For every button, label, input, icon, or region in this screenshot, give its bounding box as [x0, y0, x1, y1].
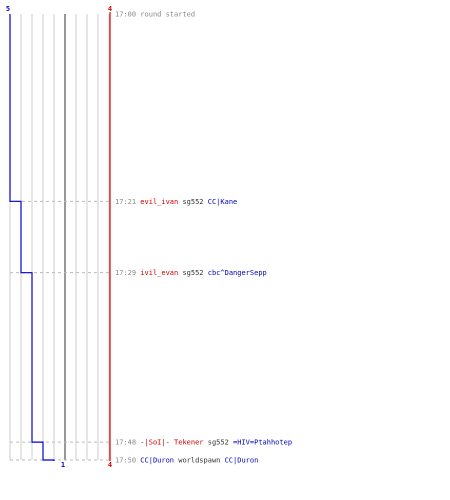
red-end-score: 4	[108, 461, 112, 469]
event-log: 17:00 round started 17:21 evil_ivan sg552…	[115, 11, 292, 465]
event-row: 17:29 ivil_evan sg552 cbc^DangerSepp	[115, 269, 267, 277]
event-segment-neutral: sg552	[178, 269, 208, 277]
event-segment-blue: CC|Duron	[225, 457, 259, 465]
blue-start-score: 5	[6, 5, 10, 13]
event-row: 17:50 CC|Duron worldspawn CC|Duron	[115, 457, 258, 465]
event-time: 17:00	[115, 11, 140, 19]
event-row: 17:48 -|SoI|- Tekener sg552 =HIV=Ptahhot…	[115, 439, 292, 447]
event-segment-blue: CC|Kane	[208, 198, 238, 206]
event-time: 17:29	[115, 269, 140, 277]
event-segment-red: -|SoI|- Tekener	[140, 439, 203, 447]
score-labels: 5 4 1 4	[6, 5, 112, 469]
event-segment-blue: =HIV=Ptahhotep	[233, 439, 292, 447]
blue-score-step	[9, 14, 55, 461]
event-segment-blue: CC|Duron	[140, 457, 174, 465]
event-time: 17:21	[115, 198, 140, 206]
chart-grid	[9, 14, 110, 460]
red-start-score: 4	[108, 5, 112, 13]
event-row: 17:21 evil_ivan sg552 CC|Kane	[115, 198, 237, 206]
event-segment-red: ivil_evan	[140, 269, 178, 277]
event-row: 17:00 round started	[115, 11, 195, 19]
event-time: 17:48	[115, 439, 140, 447]
event-segment-red: evil_ivan	[140, 198, 178, 206]
event-segment-neutral: worldspawn	[174, 457, 225, 465]
blue-end-score: 1	[61, 461, 65, 469]
blue-team-line	[9, 14, 55, 461]
event-segment-blue: cbc^DangerSepp	[208, 269, 267, 277]
event-time: 17:50	[115, 457, 140, 465]
event-segment-time: round started	[140, 11, 195, 19]
event-segment-neutral: sg552	[178, 198, 208, 206]
event-segment-neutral: sg552	[204, 439, 234, 447]
event-guides	[10, 200, 112, 461]
